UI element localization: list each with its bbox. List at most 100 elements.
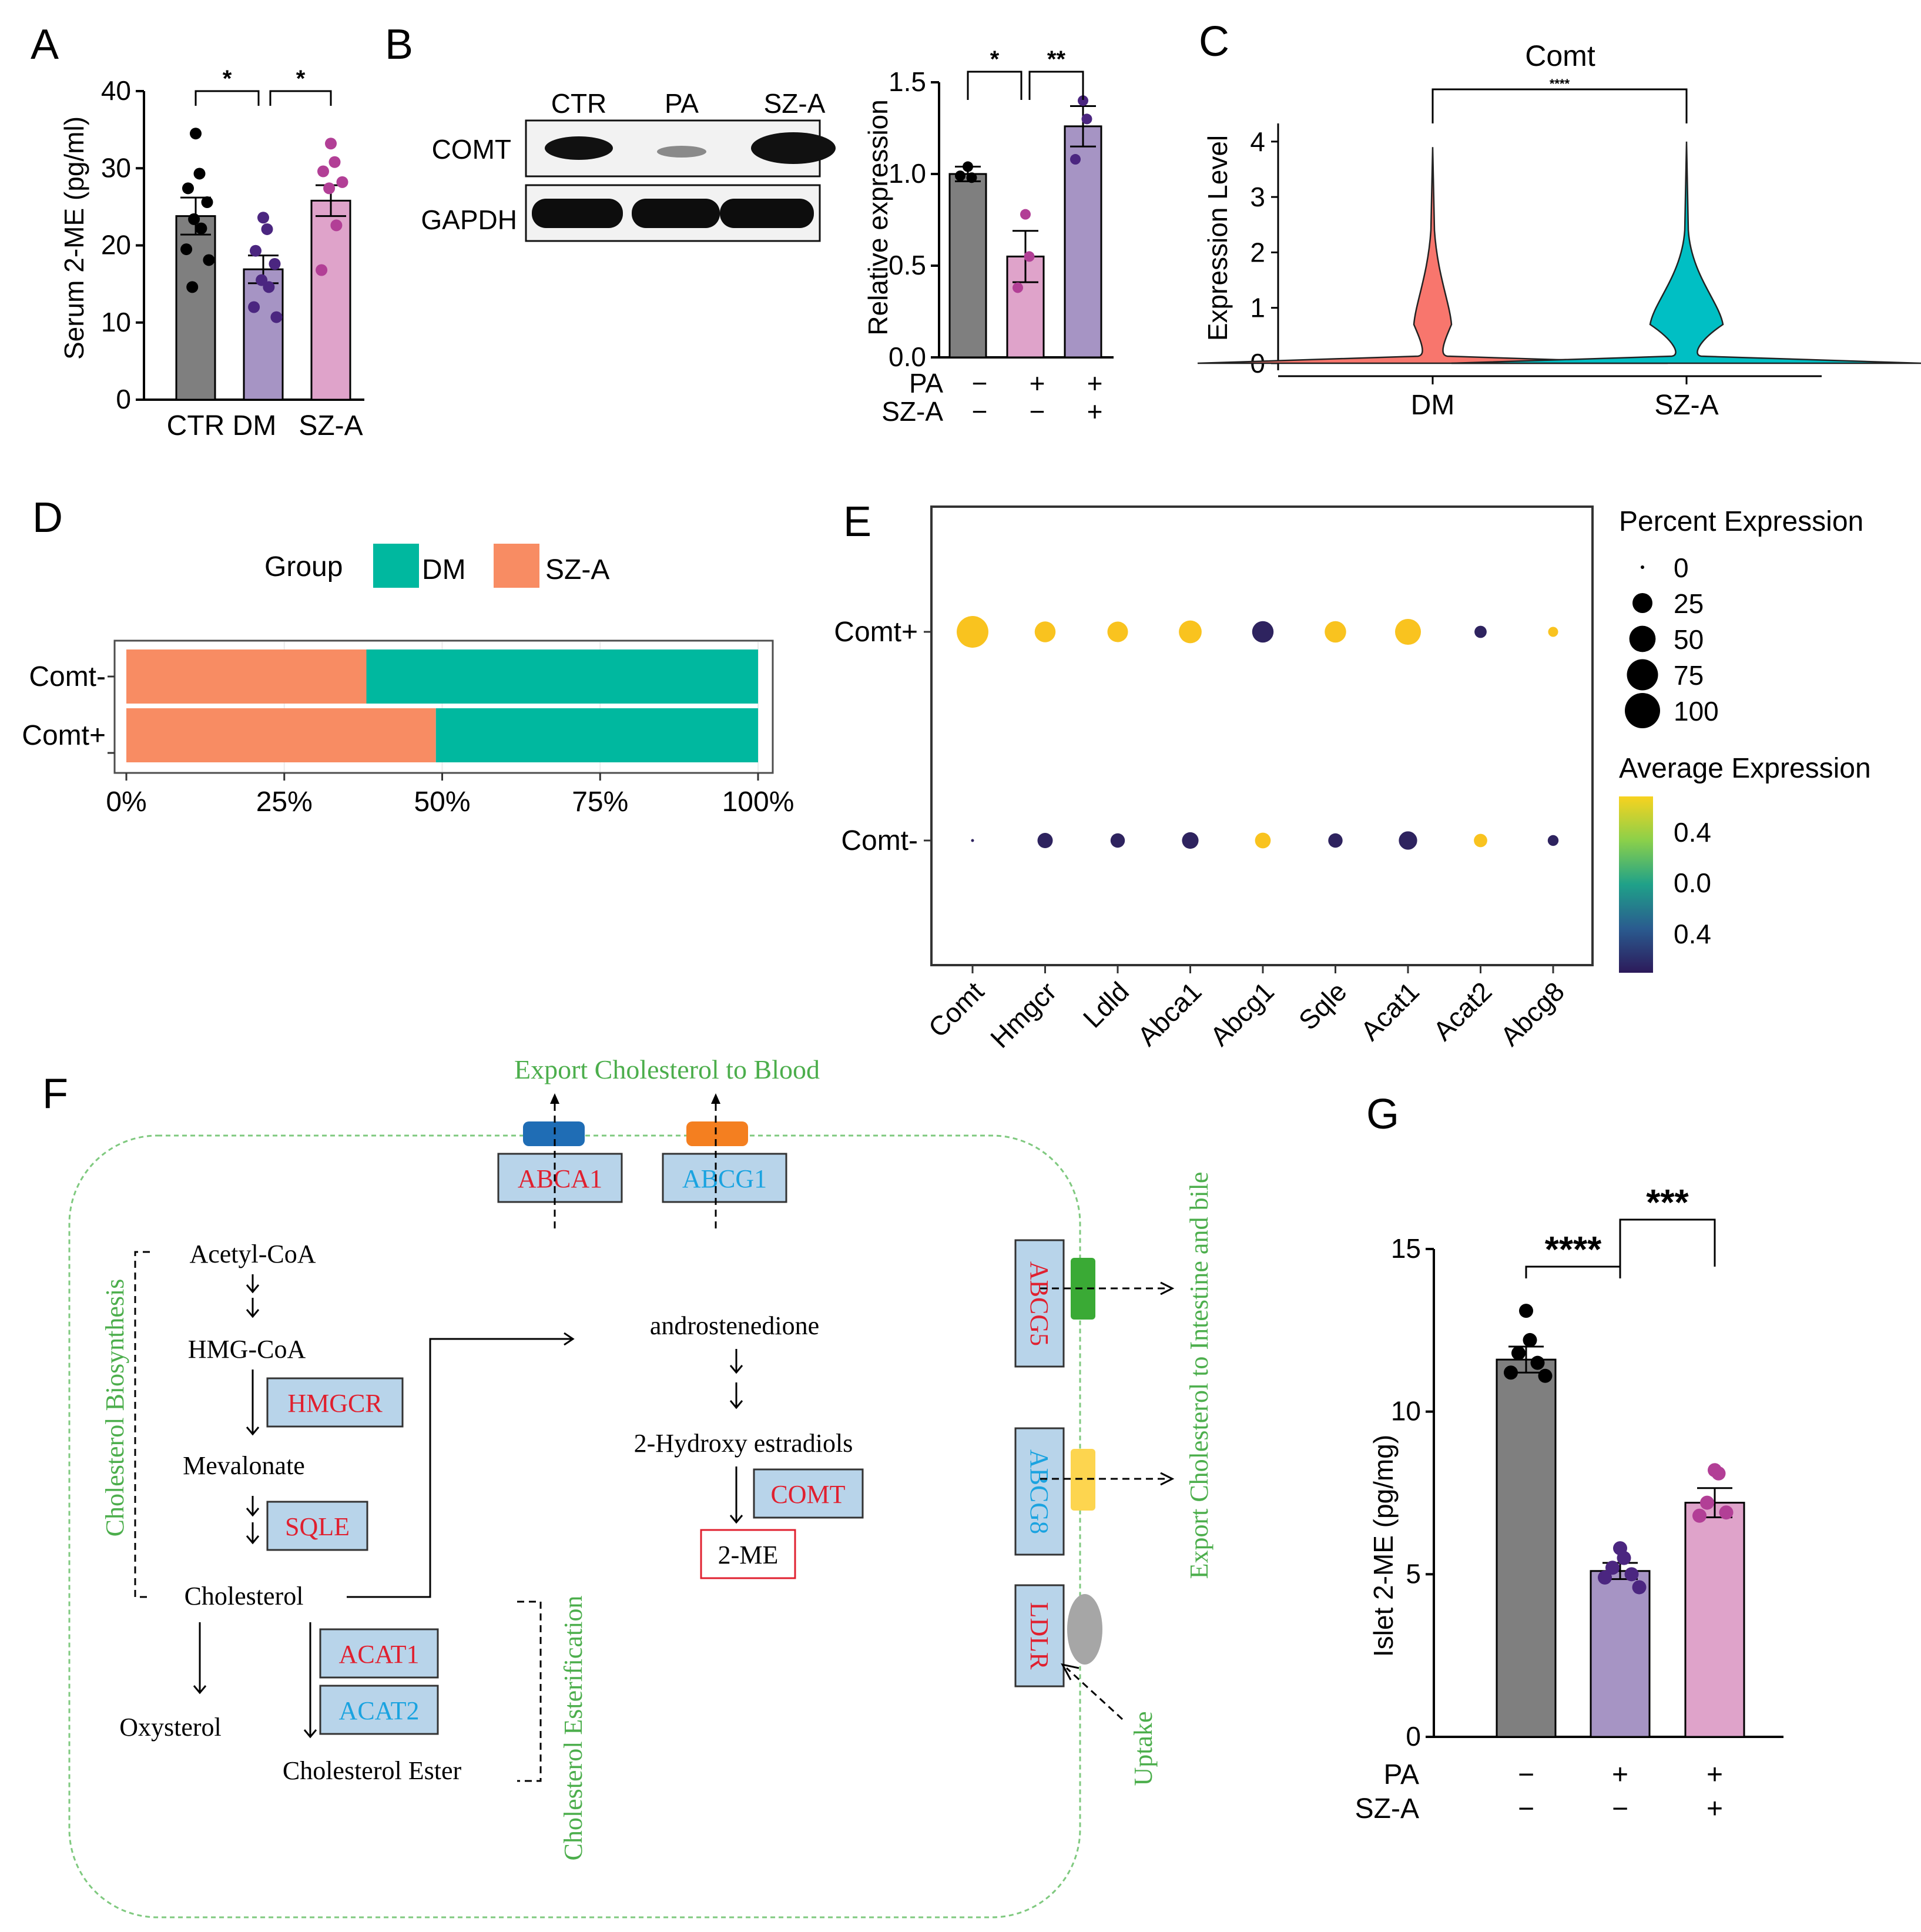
data-point: [269, 258, 281, 270]
lane-label: SZ-A: [764, 88, 826, 119]
data-point: [1519, 1304, 1533, 1318]
bar-segment-dm: [435, 708, 758, 762]
y-axis-label: Islet 2-ME (pg/mg): [1368, 1435, 1399, 1657]
treatment-sign: −: [1518, 1759, 1534, 1790]
size-legend-dot: [1641, 565, 1644, 569]
blot-band: [532, 199, 623, 228]
y-tick-label: 1.0: [889, 158, 926, 189]
blot-band: [720, 199, 814, 228]
bar: [1064, 125, 1102, 359]
panel-c: C Comt Expression Level 01234DMSZ-A****: [1197, 18, 1921, 421]
significance-bracket: [269, 90, 332, 106]
panel-a: A Serum 2-ME (pg/ml) 0 10 20 30 40 CTR DM SZ-A *…: [31, 21, 364, 441]
treatment-sign: +: [1087, 396, 1103, 427]
treatment-label: PA: [1384, 1759, 1419, 1790]
bar-segment-sza: [126, 708, 436, 762]
panel-label-f: F: [42, 1070, 68, 1117]
plot-frame: [930, 505, 1594, 966]
cholesterol: Cholesterol: [185, 1582, 304, 1610]
treatment-sign: −: [1030, 396, 1045, 427]
bar: [175, 215, 216, 401]
data-point: [966, 172, 977, 183]
y-axis-label: Serum 2-ME (pg/ml): [59, 116, 89, 360]
ldlr-receptor: [1067, 1594, 1102, 1665]
dot: [971, 839, 974, 842]
uptake-label: Uptake: [1129, 1711, 1158, 1786]
dot: [1474, 625, 1487, 638]
significance-label: **: [1047, 46, 1066, 72]
data-point: [336, 176, 348, 188]
data-point: [1070, 154, 1081, 165]
abcg1-label: ABCG1: [682, 1164, 767, 1193]
x-tick-label: Acat1: [1355, 976, 1425, 1046]
chart-title: Comt: [1525, 39, 1595, 72]
arrow-head: [246, 1427, 260, 1436]
x-tick-label: 100%: [722, 786, 794, 818]
dot: [1252, 621, 1274, 643]
lane-label: CTR: [551, 88, 607, 119]
y-tick-label: 15: [1391, 1233, 1421, 1264]
hmg-coa: HMG-CoA: [188, 1335, 306, 1364]
abca1-label: ABCA1: [518, 1164, 602, 1193]
data-point: [188, 213, 200, 225]
data-point: [1024, 251, 1035, 262]
data-point: [1617, 1551, 1631, 1565]
y-tick-label: 10: [1391, 1396, 1421, 1427]
data-point: [248, 301, 260, 313]
x-tick-label: Abcg1: [1204, 976, 1280, 1052]
esterification-bracket: [517, 1600, 542, 1782]
abcg1-box: [662, 1153, 787, 1203]
blot-row-label: GAPDH: [421, 205, 517, 235]
significance-label: *: [223, 66, 232, 92]
androstenedione: androstenedione: [650, 1311, 819, 1340]
panel-label-d: D: [32, 494, 63, 541]
data-point: [955, 170, 965, 182]
treatment-sign: +: [1087, 368, 1103, 399]
color-tick: 0.4: [1674, 919, 1711, 949]
data-point: [325, 138, 337, 150]
y-axis-label: Expression Level: [1202, 135, 1233, 341]
legend-swatch-sza: [494, 544, 539, 588]
violin: [1451, 141, 1921, 364]
size-legend-title: Percent Expression: [1619, 506, 1863, 537]
blot-band: [751, 132, 836, 164]
bar-segment-sza: [126, 649, 367, 704]
data-point: [257, 212, 269, 224]
comt-label: COMT: [770, 1480, 845, 1509]
size-legend-label: 50: [1674, 624, 1704, 655]
cell-membrane: [68, 1134, 1081, 1918]
panel-label-c: C: [1199, 18, 1229, 65]
hmgcr-label: HMGCR: [287, 1389, 383, 1418]
export-intestine-label: Export Cholesterol to Intestine and bile: [1185, 1172, 1213, 1579]
panel-label-e: E: [843, 498, 871, 545]
acetyl-coa: Acetyl-CoA: [189, 1240, 316, 1268]
x-tick-label: 50%: [414, 786, 470, 818]
size-legend-label: 0: [1674, 553, 1689, 583]
x-tick-label: 25%: [256, 786, 313, 818]
abcg8-transporter: [1071, 1449, 1095, 1511]
arrow-head: [1160, 1281, 1175, 1295]
treatment-sign: +: [1612, 1759, 1628, 1790]
x-tick-label: DM: [1411, 390, 1455, 421]
y-tick-label: 10: [101, 307, 131, 337]
treatment-label: SZ-A: [881, 396, 943, 427]
color-legend-title: Average Expression: [1619, 753, 1871, 784]
treatment-sign: +: [1707, 1759, 1723, 1790]
data-point: [328, 156, 341, 168]
blot-band: [657, 146, 706, 158]
plot-area: 0.00.51.01.5PA − + +SZ-A − − +* **: [881, 46, 1114, 427]
dot: [1547, 835, 1559, 846]
export-blood-label: Export Cholesterol to Blood: [514, 1054, 820, 1084]
y-tick-label: 40: [101, 75, 131, 106]
esterification-label: Cholesterol Esterification: [559, 1596, 588, 1861]
significance-label: ****: [1550, 76, 1570, 91]
y-tick-label: 0.5: [889, 250, 926, 280]
dot: [1034, 621, 1056, 642]
color-tick: 0.0: [1674, 868, 1711, 898]
panel-label-g: G: [1366, 1091, 1399, 1138]
treatment-sign: −: [972, 368, 988, 399]
blot-band: [632, 199, 720, 228]
bar-segment-dm: [366, 649, 758, 704]
data-point: [1632, 1580, 1647, 1595]
